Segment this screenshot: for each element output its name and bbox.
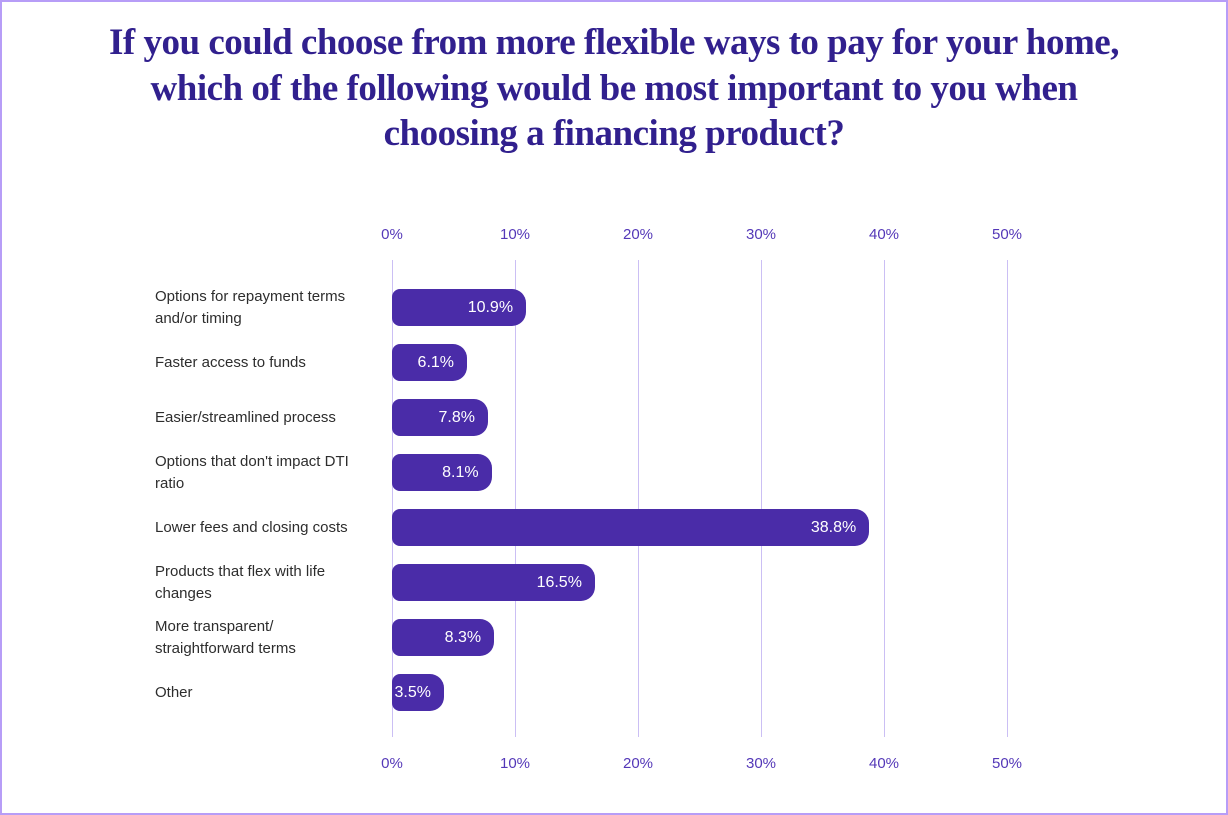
bar-row: Products that flex with life changes 16.5… — [155, 555, 1007, 610]
bar-row: Other 3.5% — [155, 665, 1007, 720]
x-tick-label: 20% — [622, 226, 654, 243]
category-label: Options for repayment terms and/or timin… — [155, 288, 346, 327]
gridline — [515, 260, 516, 737]
category-label: Options that don't impact DTI ratio — [155, 453, 349, 492]
bar: 3.5% — [392, 674, 444, 711]
bar-row: Lower fees and closing costs 38.8% — [155, 500, 1007, 555]
bar-row: Options that don't impact DTI ratio 8.1% — [155, 445, 1007, 500]
category-label: More transparent/ straightforward terms — [155, 618, 296, 657]
grid-area — [392, 260, 1008, 737]
gridline — [1007, 260, 1008, 737]
x-axis-top: 0% 10% 20% 30% 40% 50% — [381, 226, 1022, 244]
value-label: 7.8% — [438, 408, 475, 426]
bar-row: Options for repayment terms and/or timin… — [155, 280, 1007, 335]
bar-track: 6.1% — [392, 344, 1007, 381]
gridline — [761, 260, 762, 737]
category-label: Easier/streamlined process — [155, 408, 336, 426]
category-label: Products that flex with life changes — [155, 563, 326, 602]
x-tick-label: 10% — [499, 226, 531, 243]
bar: 16.5% — [392, 564, 595, 601]
value-label: 8.3% — [444, 628, 482, 646]
bar-track: 8.3% — [392, 619, 1007, 656]
category-label: Faster access to funds — [155, 353, 306, 371]
bar-track: 3.5% — [392, 674, 1007, 711]
x-tick-label: 40% — [868, 226, 900, 243]
bar: 7.8% — [392, 399, 488, 436]
bar-track: 16.5% — [392, 564, 1007, 601]
x-tick-label: 30% — [745, 755, 777, 772]
chart-title: If you could choose from more flexible w… — [109, 22, 1119, 154]
gridline — [884, 260, 885, 737]
bar: 10.9% — [392, 289, 527, 326]
bar-track: 8.1% — [392, 454, 1007, 491]
bar: 38.8% — [392, 509, 870, 546]
category-label: Other — [155, 683, 193, 701]
bar-rows: Options for repayment terms and/or timin… — [155, 280, 1007, 720]
value-label: 38.8% — [810, 518, 857, 536]
x-tick-label: 50% — [991, 226, 1023, 243]
bar-track: 38.8% — [392, 509, 1007, 546]
value-label: 6.1% — [417, 353, 455, 371]
x-tick-label: 0% — [381, 226, 403, 243]
x-tick-label: 40% — [868, 755, 900, 772]
bar: 6.1% — [392, 344, 468, 381]
value-label: 8.1% — [442, 463, 479, 481]
gridline — [392, 260, 393, 737]
x-tick-label: 20% — [622, 755, 654, 772]
bar-track: 7.8% — [392, 399, 1007, 436]
bar: 8.3% — [392, 619, 495, 656]
x-tick-label: 0% — [381, 755, 403, 772]
bar-row: Easier/streamlined process 7.8% — [155, 390, 1007, 445]
bar: 8.1% — [392, 454, 492, 491]
category-label: Lower fees and closing costs — [155, 518, 348, 536]
value-label: 3.5% — [394, 683, 431, 701]
gridline — [638, 260, 639, 737]
bar-row: Faster access to funds 6.1% — [155, 335, 1007, 390]
value-label: 10.9% — [467, 298, 514, 316]
x-tick-label: 50% — [991, 755, 1023, 772]
value-label: 16.5% — [536, 573, 582, 591]
x-axis-bottom: 0% 10% 20% 30% 40% 50% — [381, 755, 1022, 773]
x-tick-label: 10% — [499, 755, 531, 772]
bar-row: More transparent/ straightforward terms 8… — [155, 610, 1007, 665]
bar-track: 10.9% — [392, 289, 1007, 326]
x-tick-label: 30% — [745, 226, 777, 243]
